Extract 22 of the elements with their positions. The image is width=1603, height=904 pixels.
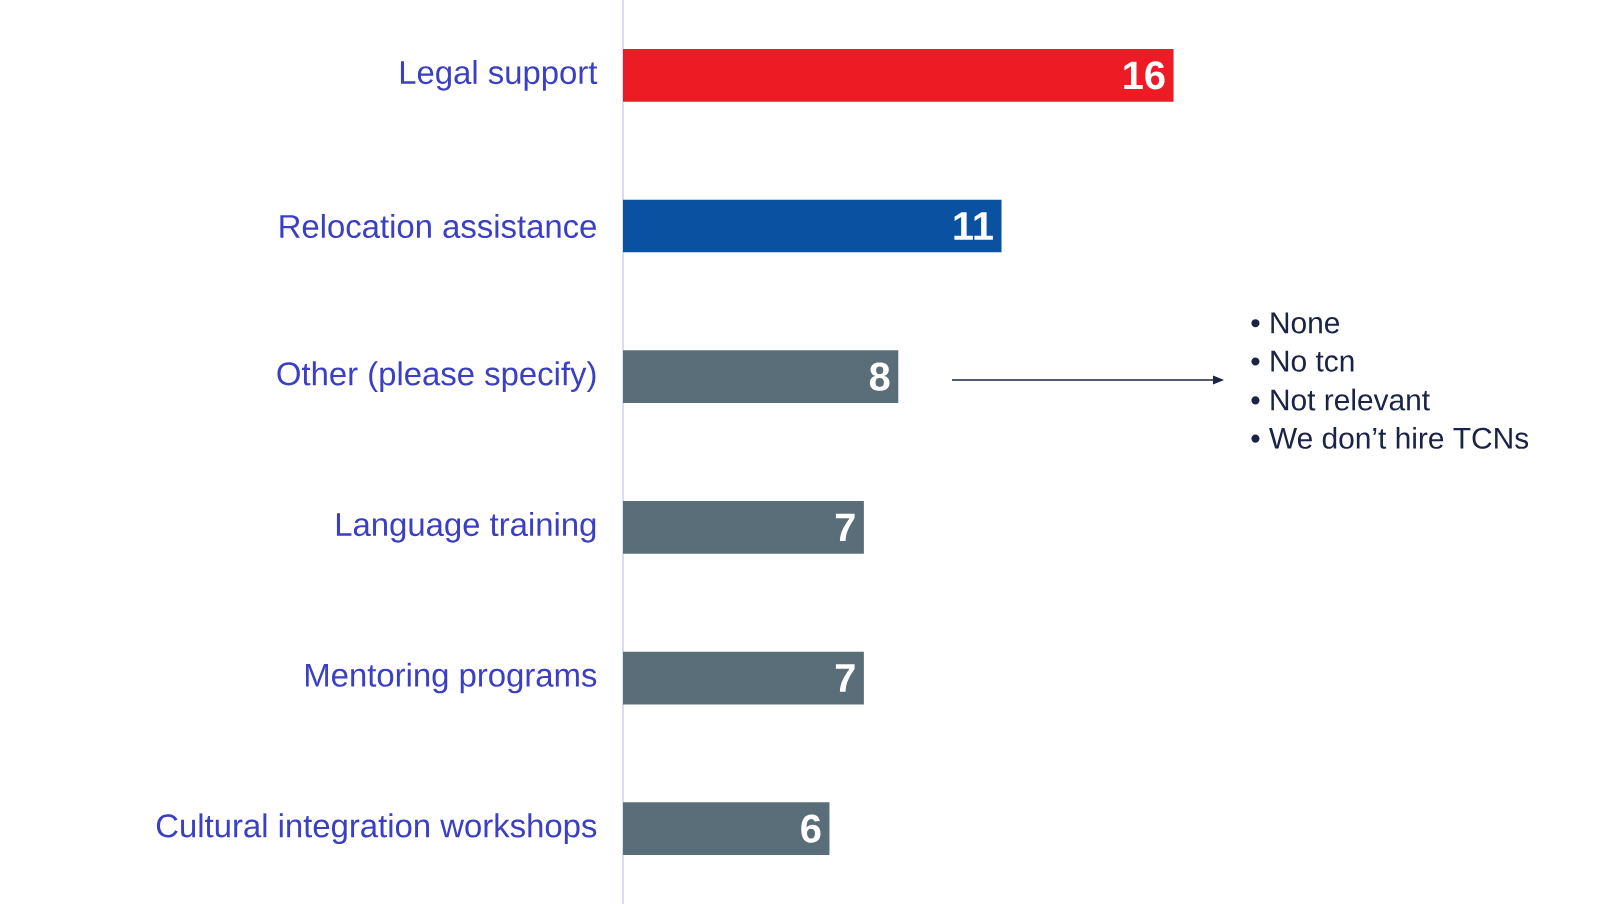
data-label: 7 <box>835 664 855 692</box>
data-label: 8 <box>869 362 890 391</box>
y-tick-label: Other (please specify) <box>277 361 596 392</box>
text: • None <box>1251 312 1340 334</box>
y-tick-label: Cultural integration workshops <box>156 813 597 845</box>
data-label: 16 <box>1124 61 1165 90</box>
bar <box>623 500 864 554</box>
bar <box>623 802 830 856</box>
bar <box>623 350 899 404</box>
data-label: 7 <box>835 513 855 542</box>
y-tick-label: Legal support <box>400 60 598 91</box>
data-label: 6 <box>801 814 821 843</box>
text: • No tcn <box>1251 350 1354 372</box>
y-tick-label: Relocation assistance <box>280 213 596 239</box>
text: • We don’t hire TCNs <box>1251 426 1529 449</box>
data-label: 11 <box>954 212 993 240</box>
text: • Not relevant <box>1251 388 1430 411</box>
y-tick-label: Mentoring programs <box>305 662 597 694</box>
bar <box>623 48 1174 102</box>
bar <box>623 199 1002 253</box>
bar <box>623 651 864 705</box>
y-tick-label: Language training <box>336 512 596 543</box>
